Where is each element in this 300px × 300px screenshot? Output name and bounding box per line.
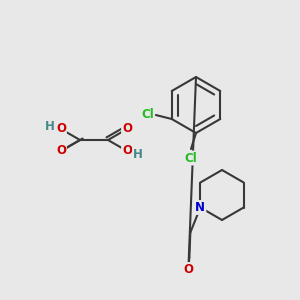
Text: O: O — [122, 122, 132, 136]
Text: H: H — [133, 148, 143, 160]
Text: Cl: Cl — [141, 109, 154, 122]
Text: Cl: Cl — [184, 152, 197, 164]
Text: O: O — [183, 263, 193, 276]
Text: H: H — [45, 119, 55, 133]
Text: O: O — [122, 145, 132, 158]
Text: O: O — [56, 145, 66, 158]
Text: O: O — [56, 122, 66, 136]
Text: N: N — [195, 201, 205, 214]
